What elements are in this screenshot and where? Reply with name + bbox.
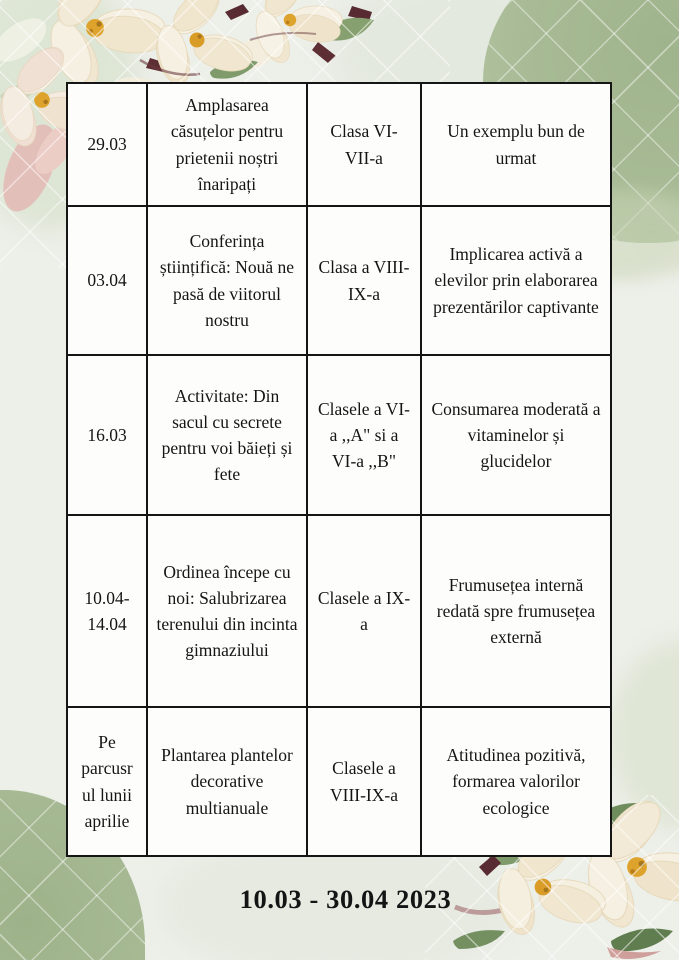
cell-audience: Clasele a VI-a ,,A" si a VI-a ,,B" [306,354,422,516]
activity-text: Plantarea plantelor decorative multianua… [161,745,293,818]
cell-audience: Clasa VI-VII-a [306,82,422,207]
cell-activity: Activitate: Din sacul cu secrete pentru … [146,354,308,516]
date-text: 03.04 [87,270,127,291]
cell-outcome: Consumarea moderată a vitaminelor și glu… [420,354,612,516]
cell-outcome: Atitudinea pozitivă, formarea valorilor … [420,706,612,857]
cell-date: 29.03 [66,82,148,207]
audience-text: Clasa VI-VII-a [330,121,398,168]
outcome-text: Atitudinea pozitivă, formarea valorilor … [446,745,586,818]
date-text: 10.04-14.04 [84,587,130,634]
activity-schedule-table: 29.03 Amplasarea căsuțelor pentru priete… [66,82,612,857]
audience-text: Clasele a VIII-IX-a [329,758,398,805]
cell-date: Pe parcusr ul lunii aprilie [66,706,148,857]
period-label: 10.03 - 30.04 2023 [239,884,452,914]
table-row: 16.03 Activitate: Din sacul cu secrete p… [66,354,612,516]
activity-text: Amplasarea căsuțelor pentru prietenii no… [170,95,284,194]
audience-text: Clasa a VIII-IX-a [318,257,410,304]
cell-date: 03.04 [66,205,148,356]
audience-text: Clasele a VI-a ,,A" si a VI-a ,,B" [317,398,410,472]
cell-activity: Ordinea începe cu noi: Salubrizarea tere… [146,514,308,708]
watercolor-wash [610,640,679,830]
activity-text: Ordinea începe cu noi: Salubrizarea tere… [156,561,298,661]
cell-outcome: Frumusețea internă redată spre frumusețe… [420,514,612,708]
cell-audience: Clasele a IX-a [306,514,422,708]
cell-activity: Conferința științifică: Nouă ne pasă de … [146,205,308,356]
date-text: 16.03 [87,424,127,445]
cell-audience: Clasa a VIII-IX-a [306,205,422,356]
outcome-text: Frumusețea internă redată spre frumusețe… [436,574,596,648]
cell-activity: Amplasarea căsuțelor pentru prietenii no… [146,82,308,207]
audience-text: Clasele a IX-a [317,587,411,634]
activity-text: Conferința științifică: Nouă ne pasă de … [159,231,295,330]
cell-outcome: Un exemplu bun de urmat [420,82,612,207]
table-row: 03.04 Conferința științifică: Nouă ne pa… [66,205,612,356]
table-row: 10.04-14.04 Ordinea începe cu noi: Salub… [66,514,612,708]
cell-activity: Plantarea plantelor decorative multianua… [146,706,308,857]
cell-date: 16.03 [66,354,148,516]
cell-outcome: Implicarea activă a elevilor prin elabor… [420,205,612,356]
activity-text: Activitate: Din sacul cu secrete pentru … [161,385,293,485]
cell-audience: Clasele a VIII-IX-a [306,706,422,857]
date-text: Pe parcusr ul lunii aprilie [81,732,133,831]
outcome-text: Un exemplu bun de urmat [447,121,585,168]
cell-date: 10.04-14.04 [66,514,148,708]
outcome-text: Implicarea activă a elevilor prin elabor… [433,244,599,317]
outcome-text: Consumarea moderată a vitaminelor și glu… [431,398,601,472]
table-row: 29.03 Amplasarea căsuțelor pentru priete… [66,82,612,207]
date-text: 29.03 [87,134,127,155]
table-row: Pe parcusr ul lunii aprilie Plantarea pl… [66,706,612,857]
